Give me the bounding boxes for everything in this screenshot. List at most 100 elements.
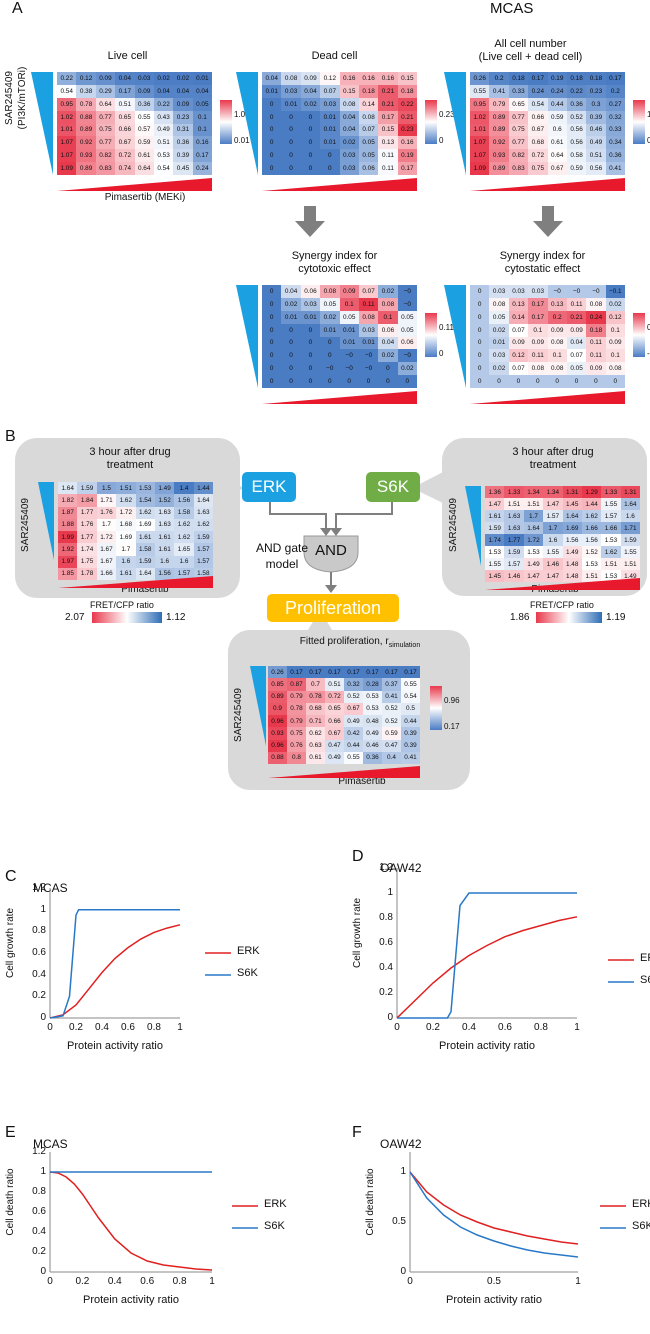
heatmap-cell: 0 [262,162,282,175]
heatmap-cell: 1.55 [543,546,563,558]
heatmap-row: 0 0.02 0.03 0.05 0.1 0.11 0.08 −0 [262,297,417,311]
heatmap-row: 1.07 0.93 0.82 0.72 0.64 0.58 0.51 0.36 [470,149,625,163]
heatmap-cell: −0 [339,362,359,376]
heatmap-cell: 1.6 [154,555,175,568]
heatmap-row: 0.04 0.08 0.09 0.12 0.16 0.16 0.16 0.15 [262,72,417,85]
heatmap-cell: 0.13 [547,297,567,311]
heatmap-cell: 0.17 [528,297,548,311]
heatmap-cell: 0.09 [508,336,529,350]
heatmap-cell: 0.93 [489,149,509,163]
chart-title: MCAS [33,1137,68,1151]
heatmap-cytotoxic: 0 0.04 0.06 0.08 0.09 0.07 0.02 −0 0 0.02 0.03 0.05… [262,285,417,388]
x-tick-label: 0.5 [487,1276,501,1287]
dose-wedge-vertical [444,285,466,388]
heatmap-cell: 1.85 [58,567,78,580]
heatmap-cell: 0.92 [489,136,509,150]
heatmap-cell: 0.16 [339,72,359,85]
heatmap-cell: 1.45 [562,498,582,510]
left-xlabel: Pimasertib [121,584,169,595]
heatmap-cell: 0.36 [363,751,382,764]
series-line-erk [396,916,578,1019]
series-line-erk [49,924,181,1019]
heatmap-cell: 0.9 [268,702,287,715]
heatmap-cell: 0.02 [489,323,509,337]
dose-wedge-horizontal [485,578,640,590]
heatmap-row: 0 0.03 0.03 0.03 −0 −0 −0 −0.1 [470,285,625,298]
heatmap-row: 0.22 0.12 0.09 0.04 0.03 0.02 0.02 0.01 [57,72,212,85]
heatmap-cell: 0.56 [566,123,587,137]
heatmap-cell: 0.15 [339,84,359,98]
heatmap-cell: 1.01 [470,123,490,137]
heatmap-cell: 0.09 [528,336,548,350]
heatmap-cell: 0.88 [268,751,287,764]
heatmap-cell: 1.29 [581,486,602,498]
x-tick-label: 1 [575,1276,581,1287]
heatmap-cell: 0.89 [489,123,509,137]
heatmap-row: 1.61 1.63 1.7 1.57 1.64 1.62 1.57 1.6 [485,510,640,522]
heatmap-cell: 1.51 [504,498,524,510]
heatmap-cell: 0.03 [528,285,548,298]
heatmap-cell: 0.17 [192,149,212,163]
heatmap-cell: 1.59 [620,534,640,546]
heatmap-cell: 0.67 [528,123,548,137]
chart-plot-e [49,1152,213,1273]
heatmap-cell: 0.1 [378,310,398,324]
heatmap-cell: 0.07 [320,84,340,98]
heatmap-cell: 1.07 [470,149,490,163]
heatmap-cell: 0.33 [508,84,529,98]
heatmap-cell: 0 [320,349,340,363]
heatmap-cell: 0.49 [153,123,174,137]
heatmap-cell: 0.17 [605,72,625,85]
heatmap-cell: 0 [300,362,321,376]
heatmap-cell: 0.24 [528,84,548,98]
heatmap-dead: 0.04 0.08 0.09 0.12 0.16 0.16 0.16 0.15 0.01 0.03… [262,72,417,175]
heatmap-cell: 1.61 [485,510,505,522]
heatmap-cell: 1.62 [135,506,155,519]
heatmap-cell: 0.49 [586,136,606,150]
heatmap-cell: 0.08 [281,72,301,85]
heatmap-cell: 0.46 [363,739,382,752]
heatmap-cell: 0.61 [134,149,154,163]
heatmap-cell: 0 [300,162,321,175]
heatmap-cell: 0.75 [508,123,529,137]
heatmap-cell: 1.31 [562,486,582,498]
heatmap-cell: 0.26 [470,72,490,85]
heatmap-cell: −0 [358,362,379,376]
heatmap-cell: 0.03 [339,162,359,175]
heatmap-cell: 1.99 [58,531,78,544]
heatmap-cell: 1.76 [77,518,97,531]
colorbar-min: 0.01 [234,136,250,145]
chart-xlabel: Protein activity ratio [446,1294,542,1306]
heatmap-cell: 0.2 [547,310,567,324]
panel-a-label: A [12,0,23,17]
heatmap-cell: 0.09 [566,323,587,337]
heatmap-cell: 0.08 [547,336,567,350]
heatmap-cell: 0 [320,149,340,163]
heatmap-cell: 0.01 [320,123,340,137]
heatmap-cell: −0 [320,362,340,376]
heatmap-cell: 0.2 [489,72,509,85]
heatmap-cell: 1.71 [620,522,640,534]
heatmap-cell: 0.23 [173,110,193,124]
heatmap-cell: 0.79 [287,690,306,703]
heatmap-row: 0.93 0.75 0.62 0.67 0.42 0.49 0.59 0.39 [268,727,420,740]
heatmap-cell: 0.04 [192,84,212,98]
dose-wedge-vertical [250,666,266,746]
heatmap-cell: 0.05 [358,149,379,163]
s6k-node: S6K [366,472,420,502]
bottom-bubble-tail [305,610,335,635]
heatmap-cell: 0.68 [306,702,325,715]
panel-a-cell-line: MCAS [490,0,534,17]
heatmap-cell: 0.36 [134,97,154,111]
heatmap-cell: 0.04 [300,84,321,98]
heatmap-cell: 1.67 [96,543,117,556]
heatmap-cell: 0.44 [547,97,567,111]
heatmap-cell: 1.57 [543,510,563,522]
heatmap-cell: 1.75 [77,555,97,568]
heatmap-cell: 1.82 [58,494,78,507]
heatmap-cell: 0.18 [586,72,606,85]
x-tick-label: 0.6 [498,1022,512,1033]
heatmap-cell: 1.55 [485,558,505,570]
heatmap-cell: 1.56 [562,534,582,546]
legend-swatch [600,1227,626,1229]
